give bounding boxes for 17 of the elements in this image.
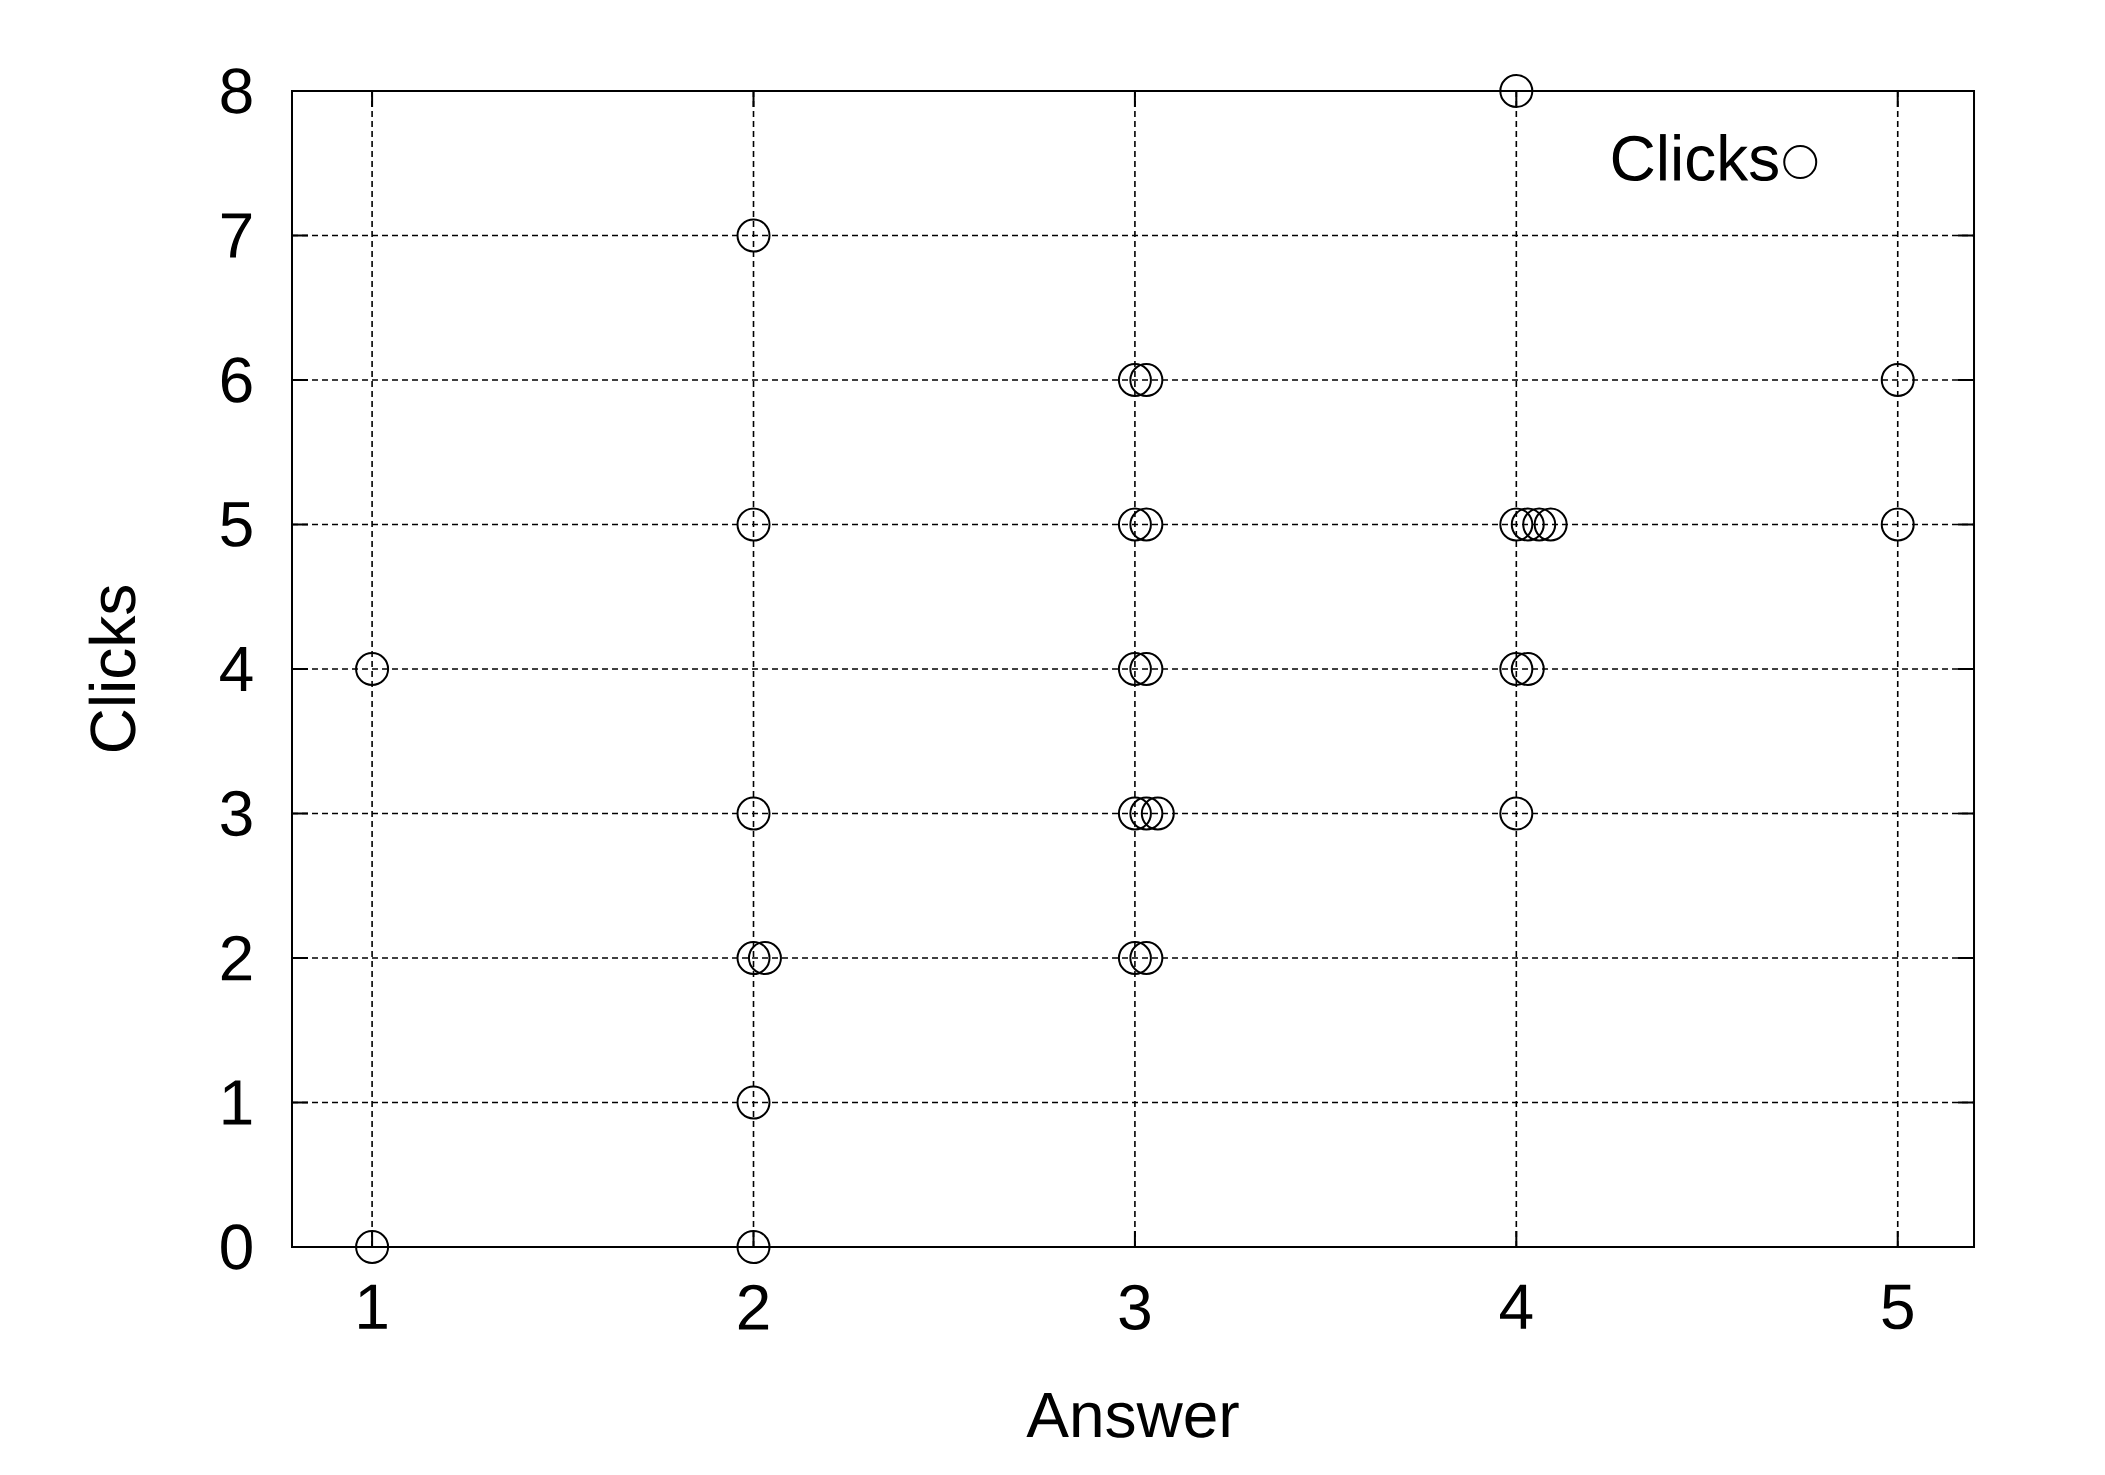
y-tick-label: 8: [221, 68, 252, 114]
legend-label: Clicks: [1612, 134, 1778, 182]
x-tick-label: 4: [1500, 1284, 1533, 1329]
x-axis-title: Answer: [1026, 1393, 1239, 1438]
x-tick-label: 3: [1119, 1284, 1150, 1331]
y-tick-label: 4: [220, 646, 253, 691]
y-tick-label: 2: [221, 935, 252, 981]
y-tick-label: 7: [221, 213, 252, 258]
y-tick-label: 0: [221, 1224, 252, 1270]
y-tick-label: 5: [221, 502, 252, 547]
x-tick-label: 1: [359, 1284, 387, 1329]
y-tick-label: 6: [221, 357, 252, 403]
x-tick-label: 2: [738, 1284, 769, 1330]
y-tick-label: 3: [221, 790, 252, 837]
y-axis-title: Clicks: [88, 586, 136, 752]
y-tick-label: 1: [223, 1080, 252, 1125]
x-tick-label: 5: [1882, 1284, 1913, 1330]
